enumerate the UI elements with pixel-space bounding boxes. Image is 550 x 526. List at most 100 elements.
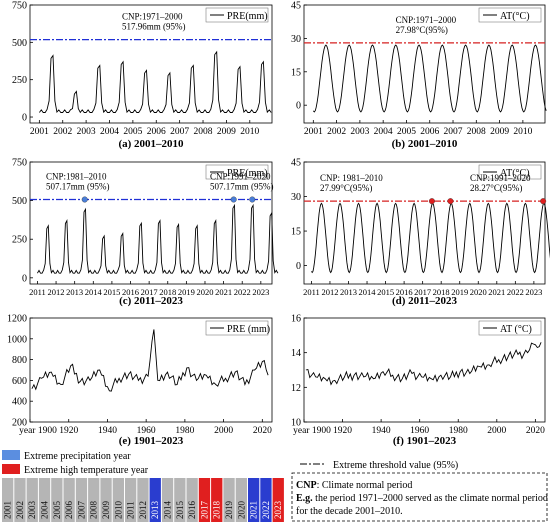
x-tick-label: year 1900	[293, 426, 331, 436]
x-tick-label: 2011	[29, 287, 46, 297]
x-tick-label: 2023	[252, 287, 269, 297]
y-tick-label: 30	[291, 192, 301, 203]
year-cell-bg	[100, 478, 112, 522]
x-tick-label: 2016	[396, 287, 413, 297]
legend-box	[478, 7, 542, 23]
year-cell: 2017	[198, 478, 211, 522]
y-tick-label: 400	[12, 397, 27, 408]
threshold-annotation-2: 28.27°C(95%)	[470, 183, 522, 193]
year-cell-bg	[174, 478, 186, 522]
x-tick-label: 2018	[433, 287, 450, 297]
year-cells: 2001 2002 2003 2004 2005 2006 2007 2008 2009 2010…	[2, 478, 284, 522]
series-line	[31, 329, 269, 392]
x-tick-label: 1960	[410, 426, 429, 436]
year-cell-label: 2006	[64, 501, 74, 520]
x-tick-label: 2009	[217, 127, 236, 137]
y-tick-label: 600	[12, 376, 27, 387]
x-tick-label: 2014	[359, 287, 377, 297]
x-tick-label: 2006	[420, 127, 439, 137]
year-cell: 2005	[51, 478, 63, 522]
year-cell-label: 2012	[138, 501, 148, 519]
y-tick-label: 250	[12, 75, 27, 86]
year-cell-bg	[88, 478, 100, 522]
y-tick-label: 800	[12, 355, 27, 366]
legend-box	[478, 164, 542, 180]
eg-label: the period 1971–2000 served as the clima…	[313, 493, 548, 504]
year-cell-label: 2018	[212, 501, 222, 520]
cnp-note: CNP: Climate normal period	[296, 480, 412, 491]
x-tick-label: 2007	[170, 127, 189, 137]
panel-f: 10 12 14 16 year 1900 1920 1940 1960 1980 2000 202…	[291, 314, 546, 447]
precipitation-legend-label: Extreme precipitation year	[24, 451, 131, 462]
y-tick-label: 200	[12, 418, 27, 429]
example-note-line2: for the decade 2001–2010.	[296, 506, 403, 517]
year-cell-label: 2019	[224, 501, 234, 520]
y-tick-label: 1000	[7, 334, 27, 345]
x-tick-label: 2000	[214, 426, 233, 436]
year-cell-bg	[161, 478, 174, 522]
year-cell-bg	[125, 478, 137, 522]
x-tick-label: 2000	[487, 426, 506, 436]
year-cell-bg	[75, 478, 88, 522]
x-tick-label: 2005	[397, 127, 416, 137]
year-cell: 2004	[38, 478, 51, 522]
year-cell: 2010	[112, 478, 124, 522]
year-cell: 2011	[125, 478, 137, 522]
panel-caption: (c) 2011–2023	[119, 295, 183, 307]
x-tick-label: 2008	[194, 127, 213, 137]
year-cell-bg	[198, 478, 211, 522]
x-tick-label: 2014	[85, 287, 103, 297]
x-tick-label: 2012	[321, 287, 338, 297]
panel-a: 0 250 500 750 2001 2002 2003 2004 2005 2006 2007 20…	[12, 1, 273, 150]
year-cell-bg	[235, 478, 247, 522]
cnp-label: : Climate normal period	[317, 480, 413, 491]
panel-caption: (f) 1901–2023	[393, 435, 457, 447]
year-cell-bg	[223, 478, 235, 522]
threshold-annotation: CNP:1971–2000	[396, 15, 457, 25]
y-tick-label: 0	[22, 113, 27, 124]
legend-label: PRE (mm)	[227, 324, 270, 335]
y-tick-label: 45	[291, 1, 301, 12]
year-cell: 2021	[248, 478, 260, 522]
x-tick-label: 2015	[103, 287, 120, 297]
year-cell-label: 2007	[76, 501, 86, 520]
year-cell-label: 2014	[163, 501, 173, 520]
year-legend: Extreme precipitation year Extreme high …	[2, 450, 284, 522]
y-tick-label: 750	[12, 1, 27, 12]
year-cell-bg	[51, 478, 63, 522]
x-tick-label: 2020	[470, 287, 487, 297]
year-cell-bg	[137, 478, 149, 522]
year-cell-bg	[14, 478, 26, 522]
x-tick-label: 2020	[526, 426, 545, 436]
extreme-year-marker	[230, 196, 237, 203]
y-tick-label: 30	[291, 34, 301, 45]
year-cell: 2003	[26, 478, 38, 522]
legend-label: AT(°C)	[500, 11, 530, 22]
threshold-annotation: CNP: 1981–2010	[320, 173, 383, 183]
threshold-annotation: 517.96mm (95%)	[122, 22, 185, 32]
year-cell-label: 2004	[40, 501, 50, 520]
threshold-legend-label: Extreme threshold value (95%)	[333, 460, 458, 471]
y-tick-label: 500	[12, 196, 27, 207]
threshold-annotation-2: CNP:1991–2020	[210, 172, 271, 182]
threshold-annotation: 27.98°C(95%)	[396, 25, 448, 35]
y-tick-label: 500	[12, 38, 27, 49]
threshold-annotation: 507.17mm (95%)	[46, 182, 110, 192]
x-tick-label: 2008	[467, 127, 486, 137]
y-tick-label: 10	[291, 418, 301, 429]
year-cell-label: 2008	[89, 501, 99, 520]
panel-caption: (a) 2001–2010	[118, 138, 184, 150]
year-cell-bg	[26, 478, 38, 522]
year-cell-bg	[63, 478, 75, 522]
year-cell-label: 2022	[261, 501, 271, 519]
threshold-annotation-2: CNP:1991–2020	[470, 173, 531, 183]
threshold-annotation: CNP:1971–2000	[122, 12, 183, 22]
year-cell-label: 2003	[27, 501, 37, 520]
y-tick-label: 16	[291, 314, 301, 325]
year-cell-label: 2010	[113, 501, 123, 520]
notes-border	[291, 472, 548, 522]
extreme-year-marker	[249, 196, 256, 203]
y-tick-label: 0	[296, 261, 301, 272]
plot-frame	[29, 4, 273, 124]
